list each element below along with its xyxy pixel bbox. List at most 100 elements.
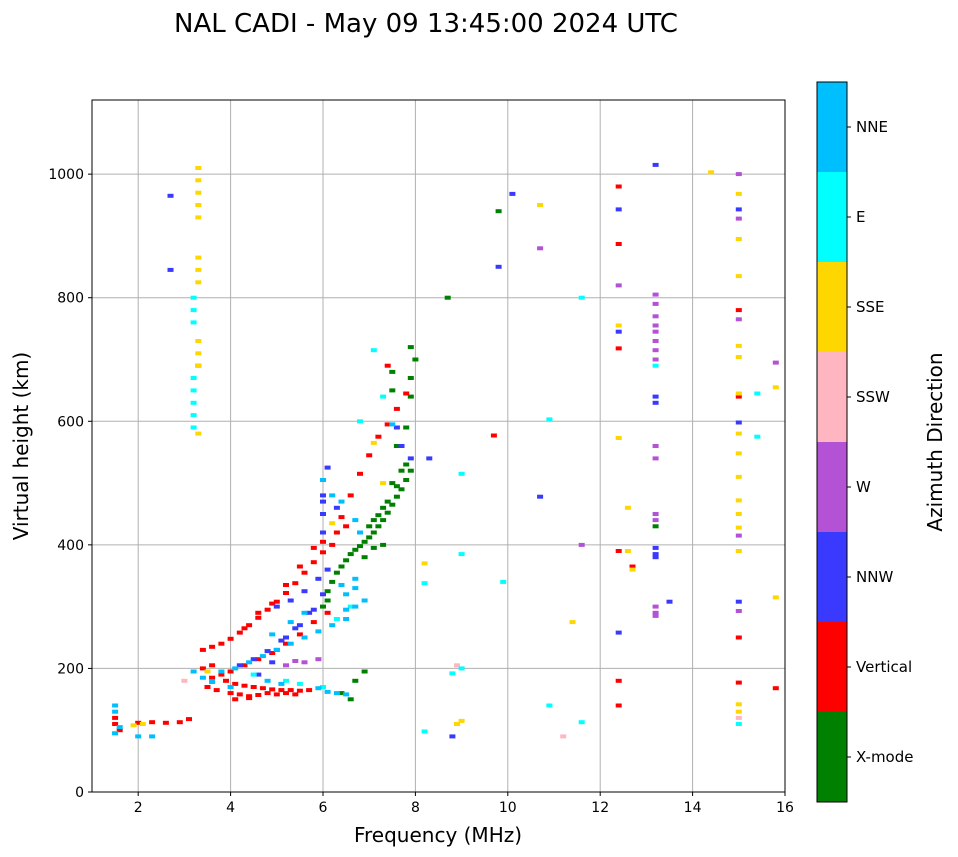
data-point xyxy=(310,545,317,550)
data-point xyxy=(204,669,211,674)
data-point xyxy=(357,530,363,535)
data-point xyxy=(190,669,197,674)
data-point xyxy=(255,615,262,620)
data-point xyxy=(269,601,276,606)
data-point xyxy=(195,431,202,436)
data-point xyxy=(190,295,197,300)
data-point xyxy=(652,339,659,343)
data-point xyxy=(578,720,585,725)
data-point xyxy=(112,715,119,720)
y-tick-label: 0 xyxy=(75,785,84,801)
data-point xyxy=(246,623,253,628)
data-point xyxy=(190,425,197,430)
data-point xyxy=(393,494,400,499)
data-point xyxy=(333,691,340,696)
data-point xyxy=(130,723,137,728)
data-point xyxy=(310,560,317,565)
y-tick-label: 800 xyxy=(57,291,84,307)
data-point xyxy=(652,400,659,405)
series-x-mode xyxy=(320,209,659,702)
data-point xyxy=(329,623,336,628)
data-point xyxy=(315,657,322,662)
data-point xyxy=(352,576,359,581)
colorbar-segment xyxy=(817,532,847,622)
data-point xyxy=(708,170,715,175)
data-point xyxy=(735,533,742,538)
data-point xyxy=(283,641,289,646)
colorbar-tick-label: NNW xyxy=(856,568,893,586)
series-vertical xyxy=(112,184,779,733)
data-point xyxy=(283,591,289,595)
data-point xyxy=(361,598,368,603)
data-point xyxy=(278,638,285,643)
data-point xyxy=(652,613,659,618)
data-point xyxy=(495,264,502,269)
data-point xyxy=(320,493,326,498)
data-point xyxy=(375,513,382,518)
data-point xyxy=(652,348,659,353)
data-point xyxy=(772,595,779,600)
data-point xyxy=(458,471,465,476)
data-point xyxy=(370,348,377,353)
data-point xyxy=(190,413,197,418)
data-point xyxy=(615,436,622,440)
colorbar-segment xyxy=(817,712,847,802)
data-point xyxy=(324,610,331,615)
data-point xyxy=(343,558,350,563)
data-point xyxy=(615,329,622,334)
data-point xyxy=(652,610,659,615)
colorbar-tick-label: SSE xyxy=(856,298,885,316)
data-point xyxy=(199,675,206,680)
data-point xyxy=(223,678,229,683)
data-point xyxy=(407,456,414,461)
data-point xyxy=(735,709,742,714)
data-point xyxy=(546,417,553,422)
data-point xyxy=(310,620,317,625)
data-point xyxy=(537,494,544,499)
data-point xyxy=(306,688,313,693)
colorbar-tick-label: E xyxy=(856,208,865,226)
data-point xyxy=(241,626,248,631)
data-point xyxy=(204,685,211,689)
colorbar: X-mode Vertical NNW W SSW SSE E NNE xyxy=(816,81,913,803)
data-point xyxy=(384,363,391,368)
data-point xyxy=(666,599,673,604)
data-point xyxy=(329,493,336,498)
data-point xyxy=(393,484,400,489)
data-point xyxy=(324,567,331,572)
data-point xyxy=(398,468,405,473)
data-point xyxy=(195,363,202,368)
data-point xyxy=(500,579,507,584)
data-point xyxy=(343,592,350,597)
data-point xyxy=(352,604,359,609)
data-point xyxy=(735,635,742,640)
data-point xyxy=(343,617,350,621)
data-point xyxy=(283,663,289,668)
series-w xyxy=(195,172,779,668)
chart-title: NAL CADI - May 09 13:45:00 2024 UTC xyxy=(174,9,678,39)
data-point xyxy=(273,604,280,609)
data-point xyxy=(227,636,234,641)
data-point xyxy=(615,630,622,635)
data-point xyxy=(652,604,659,609)
colorbar-segment xyxy=(817,622,847,712)
data-point xyxy=(283,678,289,683)
y-axis-ticks: 0 200 400 600 800 1000 xyxy=(48,167,92,801)
data-point xyxy=(329,542,336,547)
data-point xyxy=(735,343,742,348)
data-point xyxy=(301,660,308,665)
x-tick-label: 10 xyxy=(499,800,517,816)
data-point xyxy=(241,683,248,688)
data-point xyxy=(227,669,234,674)
data-point xyxy=(615,323,622,328)
data-point xyxy=(259,686,266,691)
data-point xyxy=(209,644,216,649)
data-point xyxy=(292,581,299,586)
data-point xyxy=(735,394,742,399)
data-point xyxy=(287,598,294,603)
data-point xyxy=(754,434,761,439)
data-point xyxy=(333,570,340,575)
data-point xyxy=(449,671,456,676)
data-point xyxy=(393,444,400,448)
